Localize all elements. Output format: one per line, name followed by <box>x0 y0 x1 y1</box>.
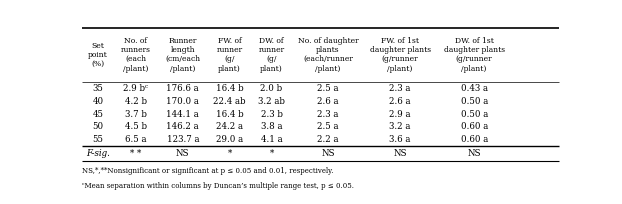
Text: 2.3 b: 2.3 b <box>261 110 282 119</box>
Text: 24.2 a: 24.2 a <box>216 122 243 131</box>
Text: 45: 45 <box>92 110 103 119</box>
Text: * *: * * <box>130 149 141 158</box>
Text: 2.3 a: 2.3 a <box>317 110 338 119</box>
Text: 6.5 a: 6.5 a <box>125 135 146 144</box>
Text: 50: 50 <box>92 122 103 131</box>
Text: 3.8 a: 3.8 a <box>261 122 282 131</box>
Text: No. of
runners
(each
/plant): No. of runners (each /plant) <box>121 37 151 72</box>
Text: F-sig.: F-sig. <box>86 149 109 158</box>
Text: 123.7 a: 123.7 a <box>167 135 199 144</box>
Text: 16.4 b: 16.4 b <box>216 84 243 93</box>
Text: 170.0 a: 170.0 a <box>166 97 199 106</box>
Text: 22.4 ab: 22.4 ab <box>213 97 246 106</box>
Text: 0.60 a: 0.60 a <box>460 122 488 131</box>
Text: 0.50 a: 0.50 a <box>460 110 488 119</box>
Text: 176.6 a: 176.6 a <box>167 84 199 93</box>
Text: 146.2 a: 146.2 a <box>167 122 199 131</box>
Text: 40: 40 <box>92 97 103 106</box>
Text: NS: NS <box>467 149 481 158</box>
Text: *: * <box>269 149 274 158</box>
Text: FW. of 1st
daughter plants
(g/runner
/plant): FW. of 1st daughter plants (g/runner /pl… <box>369 37 430 72</box>
Text: NS,*,**Nonsignificant or significant at p ≤ 0.05 and 0.01, respectively.: NS,*,**Nonsignificant or significant at … <box>81 167 333 175</box>
Text: 29.0 a: 29.0 a <box>216 135 243 144</box>
Text: No. of daughter
plants
(each/runner
/plant): No. of daughter plants (each/runner /pla… <box>297 37 358 72</box>
Text: 2.5 a: 2.5 a <box>317 84 338 93</box>
Text: 2.6 a: 2.6 a <box>389 97 411 106</box>
Text: 3.7 b: 3.7 b <box>124 110 146 119</box>
Text: 3.2 a: 3.2 a <box>389 122 411 131</box>
Text: 2.6 a: 2.6 a <box>317 97 338 106</box>
Text: 35: 35 <box>93 84 103 93</box>
Text: NS: NS <box>393 149 407 158</box>
Text: 0.50 a: 0.50 a <box>460 97 488 106</box>
Text: 0.60 a: 0.60 a <box>460 135 488 144</box>
Text: ᶜMean separation within columns by Duncan’s multiple range test, p ≤ 0.05.: ᶜMean separation within columns by Dunca… <box>81 182 353 190</box>
Text: Runner
length
(cm/each
/plant): Runner length (cm/each /plant) <box>165 37 200 72</box>
Text: 2.9 a: 2.9 a <box>389 110 411 119</box>
Text: 3.2 ab: 3.2 ab <box>258 97 285 106</box>
Text: 2.2 a: 2.2 a <box>317 135 338 144</box>
Text: 16.4 b: 16.4 b <box>216 110 243 119</box>
Text: 144.1 a: 144.1 a <box>167 110 199 119</box>
Text: DW. of 1st
daughter plants
(g/runner
/plant): DW. of 1st daughter plants (g/runner /pl… <box>443 37 504 72</box>
Text: 2.9 bᶜ: 2.9 bᶜ <box>123 84 148 93</box>
Text: 4.1 a: 4.1 a <box>261 135 282 144</box>
Text: NS: NS <box>176 149 190 158</box>
Text: 3.6 a: 3.6 a <box>389 135 411 144</box>
Text: 2.3 a: 2.3 a <box>389 84 411 93</box>
Text: 4.5 b: 4.5 b <box>124 122 147 131</box>
Text: 2.0 b: 2.0 b <box>261 84 282 93</box>
Text: FW. of
runner
(g/
plant): FW. of runner (g/ plant) <box>216 37 243 72</box>
Text: 55: 55 <box>92 135 103 144</box>
Text: *: * <box>228 149 231 158</box>
Text: 4.2 b: 4.2 b <box>124 97 147 106</box>
Text: DW. of
runner
(g/
plant): DW. of runner (g/ plant) <box>259 37 285 72</box>
Text: 2.5 a: 2.5 a <box>317 122 338 131</box>
Text: 0.43 a: 0.43 a <box>461 84 488 93</box>
Text: NS: NS <box>321 149 335 158</box>
Text: Set
point
(%): Set point (%) <box>88 42 108 68</box>
